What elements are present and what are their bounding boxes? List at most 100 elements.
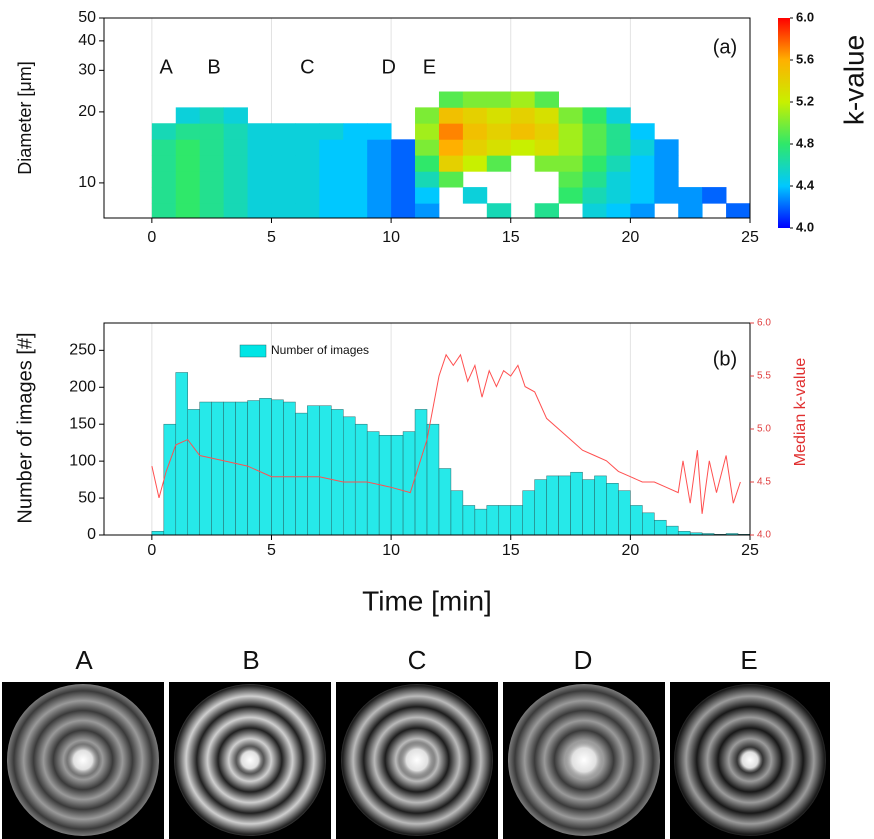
- heatmap-cell: [151, 155, 177, 172]
- colorbar-tick-label: 5.6: [796, 51, 814, 66]
- x-tick-label: 15: [502, 542, 520, 559]
- image-row: A B C D E: [2, 645, 830, 839]
- heatmap-cell: [391, 203, 416, 219]
- heatmap-cell: [415, 107, 440, 124]
- bar: [606, 483, 619, 536]
- heatmap-cell: [534, 155, 559, 172]
- heatmap-cell: [630, 155, 655, 172]
- y-tick-label: 20: [78, 103, 96, 120]
- heatmap-cell: [343, 155, 368, 172]
- bar: [354, 423, 368, 536]
- heatmap-cell: [343, 171, 368, 188]
- bar: [175, 372, 188, 536]
- heatmap-cell: [486, 91, 512, 108]
- bar: [223, 401, 236, 536]
- colorbar-label: k-value: [838, 35, 869, 125]
- heatmap-cell: [223, 187, 248, 204]
- y-axis-label: Diameter [μm]: [15, 61, 35, 174]
- panel-label: (b): [713, 348, 737, 370]
- heatmap-cell: [654, 171, 679, 188]
- bar: [247, 400, 260, 536]
- y-axis-label: Number of images [#]: [14, 332, 36, 523]
- heatmap-cell: [319, 155, 344, 172]
- bar: [677, 531, 691, 536]
- heatmap-cell: [175, 139, 201, 156]
- heatmap-cell: [462, 187, 488, 204]
- heatmap-cell: [175, 203, 201, 219]
- bar: [283, 401, 296, 536]
- heatmap-cell: [486, 107, 512, 124]
- heatmap-cell: [510, 123, 536, 140]
- heatmap-cell: [415, 171, 440, 188]
- y2-tick-label: 5.5: [757, 371, 771, 382]
- heatmap-cell: [558, 139, 583, 156]
- heatmap-panel: 0 5 10 15 20 25 10 20 30 40 50 Diameter [μm] (a) A B C D…: [15, 9, 870, 246]
- y2-axis-label: Median k-value: [792, 358, 809, 467]
- bar: [235, 401, 248, 536]
- heatmap-cell: [534, 203, 559, 219]
- colorbar-tick-label: 4.8: [796, 135, 814, 150]
- heatmap-cell: [247, 139, 272, 156]
- heatmap-cell: [534, 123, 559, 140]
- annotation: B: [207, 56, 220, 78]
- heatmap-cell: [582, 203, 607, 219]
- y-tick-label: 100: [69, 452, 96, 469]
- image: [503, 682, 665, 839]
- heatmap-cell: [223, 171, 248, 188]
- heatmap-cell: [199, 203, 225, 219]
- bar: [630, 505, 643, 536]
- heatmap-cell: [654, 155, 679, 172]
- heatmap-cell: [247, 123, 272, 140]
- heatmap-cell: [558, 123, 583, 140]
- heatmap-cell: [295, 123, 320, 140]
- heatmap-cell: [606, 139, 631, 156]
- y-tick-label: 150: [69, 415, 96, 432]
- x-tick-label: 25: [741, 542, 759, 559]
- heatmap-cell: [271, 139, 296, 156]
- heatmap-cell: [367, 171, 392, 188]
- heatmap-cell: [582, 139, 607, 156]
- heatmap-cell: [247, 203, 272, 219]
- x-tick-label: 10: [382, 542, 400, 559]
- heatmap-cell: [582, 187, 607, 204]
- y-tick-label: 40: [78, 32, 96, 49]
- heatmap-cell: [223, 155, 248, 172]
- bar: [594, 475, 607, 536]
- heatmap-cell: [199, 171, 225, 188]
- heatmap-cell: [630, 123, 655, 140]
- heatmap-cell: [415, 203, 440, 219]
- image: [2, 682, 164, 839]
- y-tick-label: 0: [87, 526, 96, 543]
- bar: [307, 405, 320, 536]
- bar: [163, 423, 177, 536]
- x-tick-label: 0: [147, 542, 156, 559]
- heatmap-cell: [367, 139, 392, 156]
- heatmap-cell: [343, 139, 368, 156]
- image-label: B: [242, 645, 259, 675]
- heatmap-cell: [438, 155, 464, 172]
- bar: [546, 475, 559, 536]
- heatmap-cell: [438, 107, 464, 124]
- annotation: E: [423, 56, 436, 78]
- heatmap-cell: [295, 171, 320, 188]
- bar: [343, 416, 356, 536]
- heatmap-cell: [678, 203, 703, 219]
- heatmap-cell: [606, 107, 631, 124]
- y-tick-label: 50: [78, 9, 96, 26]
- bar: [450, 490, 464, 536]
- plot-frame: [103, 17, 751, 219]
- bar: [438, 468, 452, 536]
- heatmap-cell: [271, 187, 296, 204]
- heatmap-cell: [462, 123, 488, 140]
- x-tick-label: 10: [382, 229, 400, 246]
- heatmap-cell: [319, 203, 344, 219]
- heatmap-cell: [175, 123, 201, 140]
- heatmap-cell: [391, 155, 416, 172]
- y2-tick-label: 4.0: [757, 530, 771, 541]
- heatmap-cell: [630, 187, 655, 204]
- heatmap-cell: [582, 171, 607, 188]
- heatmap-cell: [151, 123, 177, 140]
- heatmap-cell: [199, 155, 225, 172]
- heatmap-cell: [630, 203, 655, 219]
